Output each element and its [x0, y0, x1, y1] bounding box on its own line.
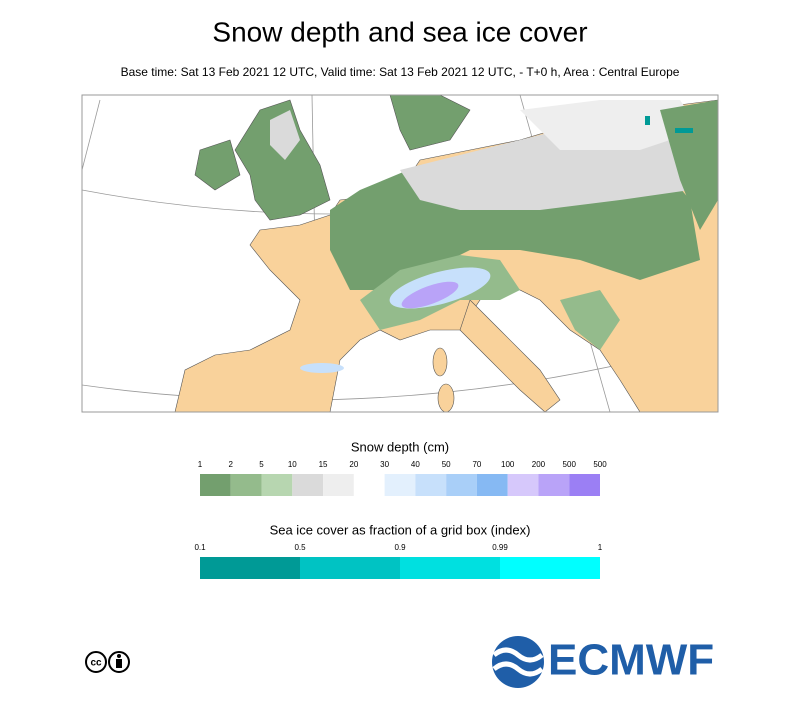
legend-label: 10	[288, 460, 297, 469]
legend-swatch	[446, 474, 477, 496]
legend-swatch	[476, 474, 508, 496]
legend-label: 5	[259, 460, 264, 469]
legend-swatch	[292, 474, 324, 496]
legend-label: 2	[229, 460, 234, 469]
legend-swatch	[400, 557, 500, 579]
map	[82, 95, 718, 412]
legend-label: 1	[198, 460, 203, 469]
license-icon: cc	[85, 651, 130, 673]
legend-label: 200	[532, 460, 546, 469]
ecmwf-logo: ECMWF	[492, 636, 714, 688]
legend-swatch	[415, 474, 447, 496]
title: Snow depth and sea ice cover	[212, 16, 587, 47]
legend-label: 40	[411, 460, 420, 469]
legend-swatch	[500, 557, 600, 579]
legend-label: 1	[598, 543, 603, 552]
legend-swatch	[300, 557, 400, 579]
legend-swatch	[384, 474, 416, 496]
legend-swatch	[200, 557, 300, 579]
legend-label: 500	[563, 460, 577, 469]
legend-swatch	[261, 474, 293, 496]
legend-swatch	[353, 474, 385, 496]
map-frame	[81, 94, 719, 413]
legend-swatch	[323, 474, 354, 496]
legend-swatch	[538, 474, 570, 496]
legend-label: 70	[472, 460, 481, 469]
legend-title: Sea ice cover as fraction of a grid box …	[270, 522, 531, 537]
legend-label: 50	[442, 460, 451, 469]
legend-swatch	[507, 474, 539, 496]
legend-label: 20	[349, 460, 358, 469]
legend-swatch	[200, 474, 231, 496]
legend-swatch	[230, 474, 262, 496]
legend-label: 500	[593, 460, 607, 469]
legend-title: Snow depth (cm)	[351, 439, 449, 454]
legend-label: 0.5	[294, 543, 306, 552]
legends: Snow depth (cm) 1 2 5 10 15 20 30 40 50 70 100 200 50…	[194, 439, 607, 579]
legend-label: 30	[380, 460, 389, 469]
legend-swatch	[569, 474, 600, 496]
legend-label: 0.9	[394, 543, 406, 552]
legend-label: 0.1	[194, 543, 206, 552]
license-text: cc	[90, 658, 102, 669]
legend-label: 15	[319, 460, 328, 469]
legend-label: 0.99	[492, 543, 508, 552]
logo-text: ECMWF	[548, 636, 714, 685]
subtitle: Base time: Sat 13 Feb 2021 12 UTC, Valid…	[121, 65, 680, 79]
legend-label: 100	[501, 460, 515, 469]
